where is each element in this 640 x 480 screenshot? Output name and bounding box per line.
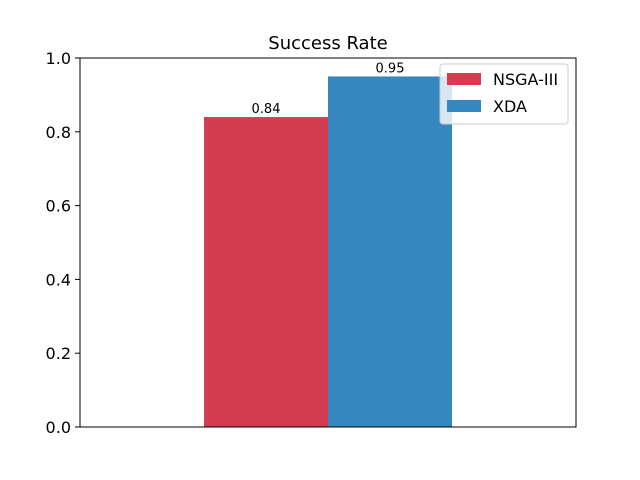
bar-xda (328, 76, 452, 427)
legend: NSGA-III XDA (439, 63, 569, 125)
data-label-nsga-iii: 0.84 (252, 102, 281, 117)
y-tick-label: 0.0 (46, 418, 71, 437)
legend-label-xda: XDA (493, 97, 527, 116)
y-tick-label: 0.4 (46, 270, 71, 289)
legend-swatch-nsga-iii (447, 73, 481, 85)
legend-label-nsga-iii: NSGA-III (493, 70, 558, 89)
y-tick-label: 1.0 (46, 49, 71, 68)
y-tick-label: 0.2 (46, 344, 71, 363)
y-tick-label: 0.6 (46, 197, 71, 216)
plot-frame (79, 57, 577, 428)
bar-nsga-iii (204, 117, 328, 427)
y-tick-label: 0.8 (46, 123, 71, 142)
chart-title: Success Rate (268, 33, 387, 54)
legend-swatch-xda (447, 100, 481, 112)
data-label-xda: 0.95 (376, 61, 405, 76)
